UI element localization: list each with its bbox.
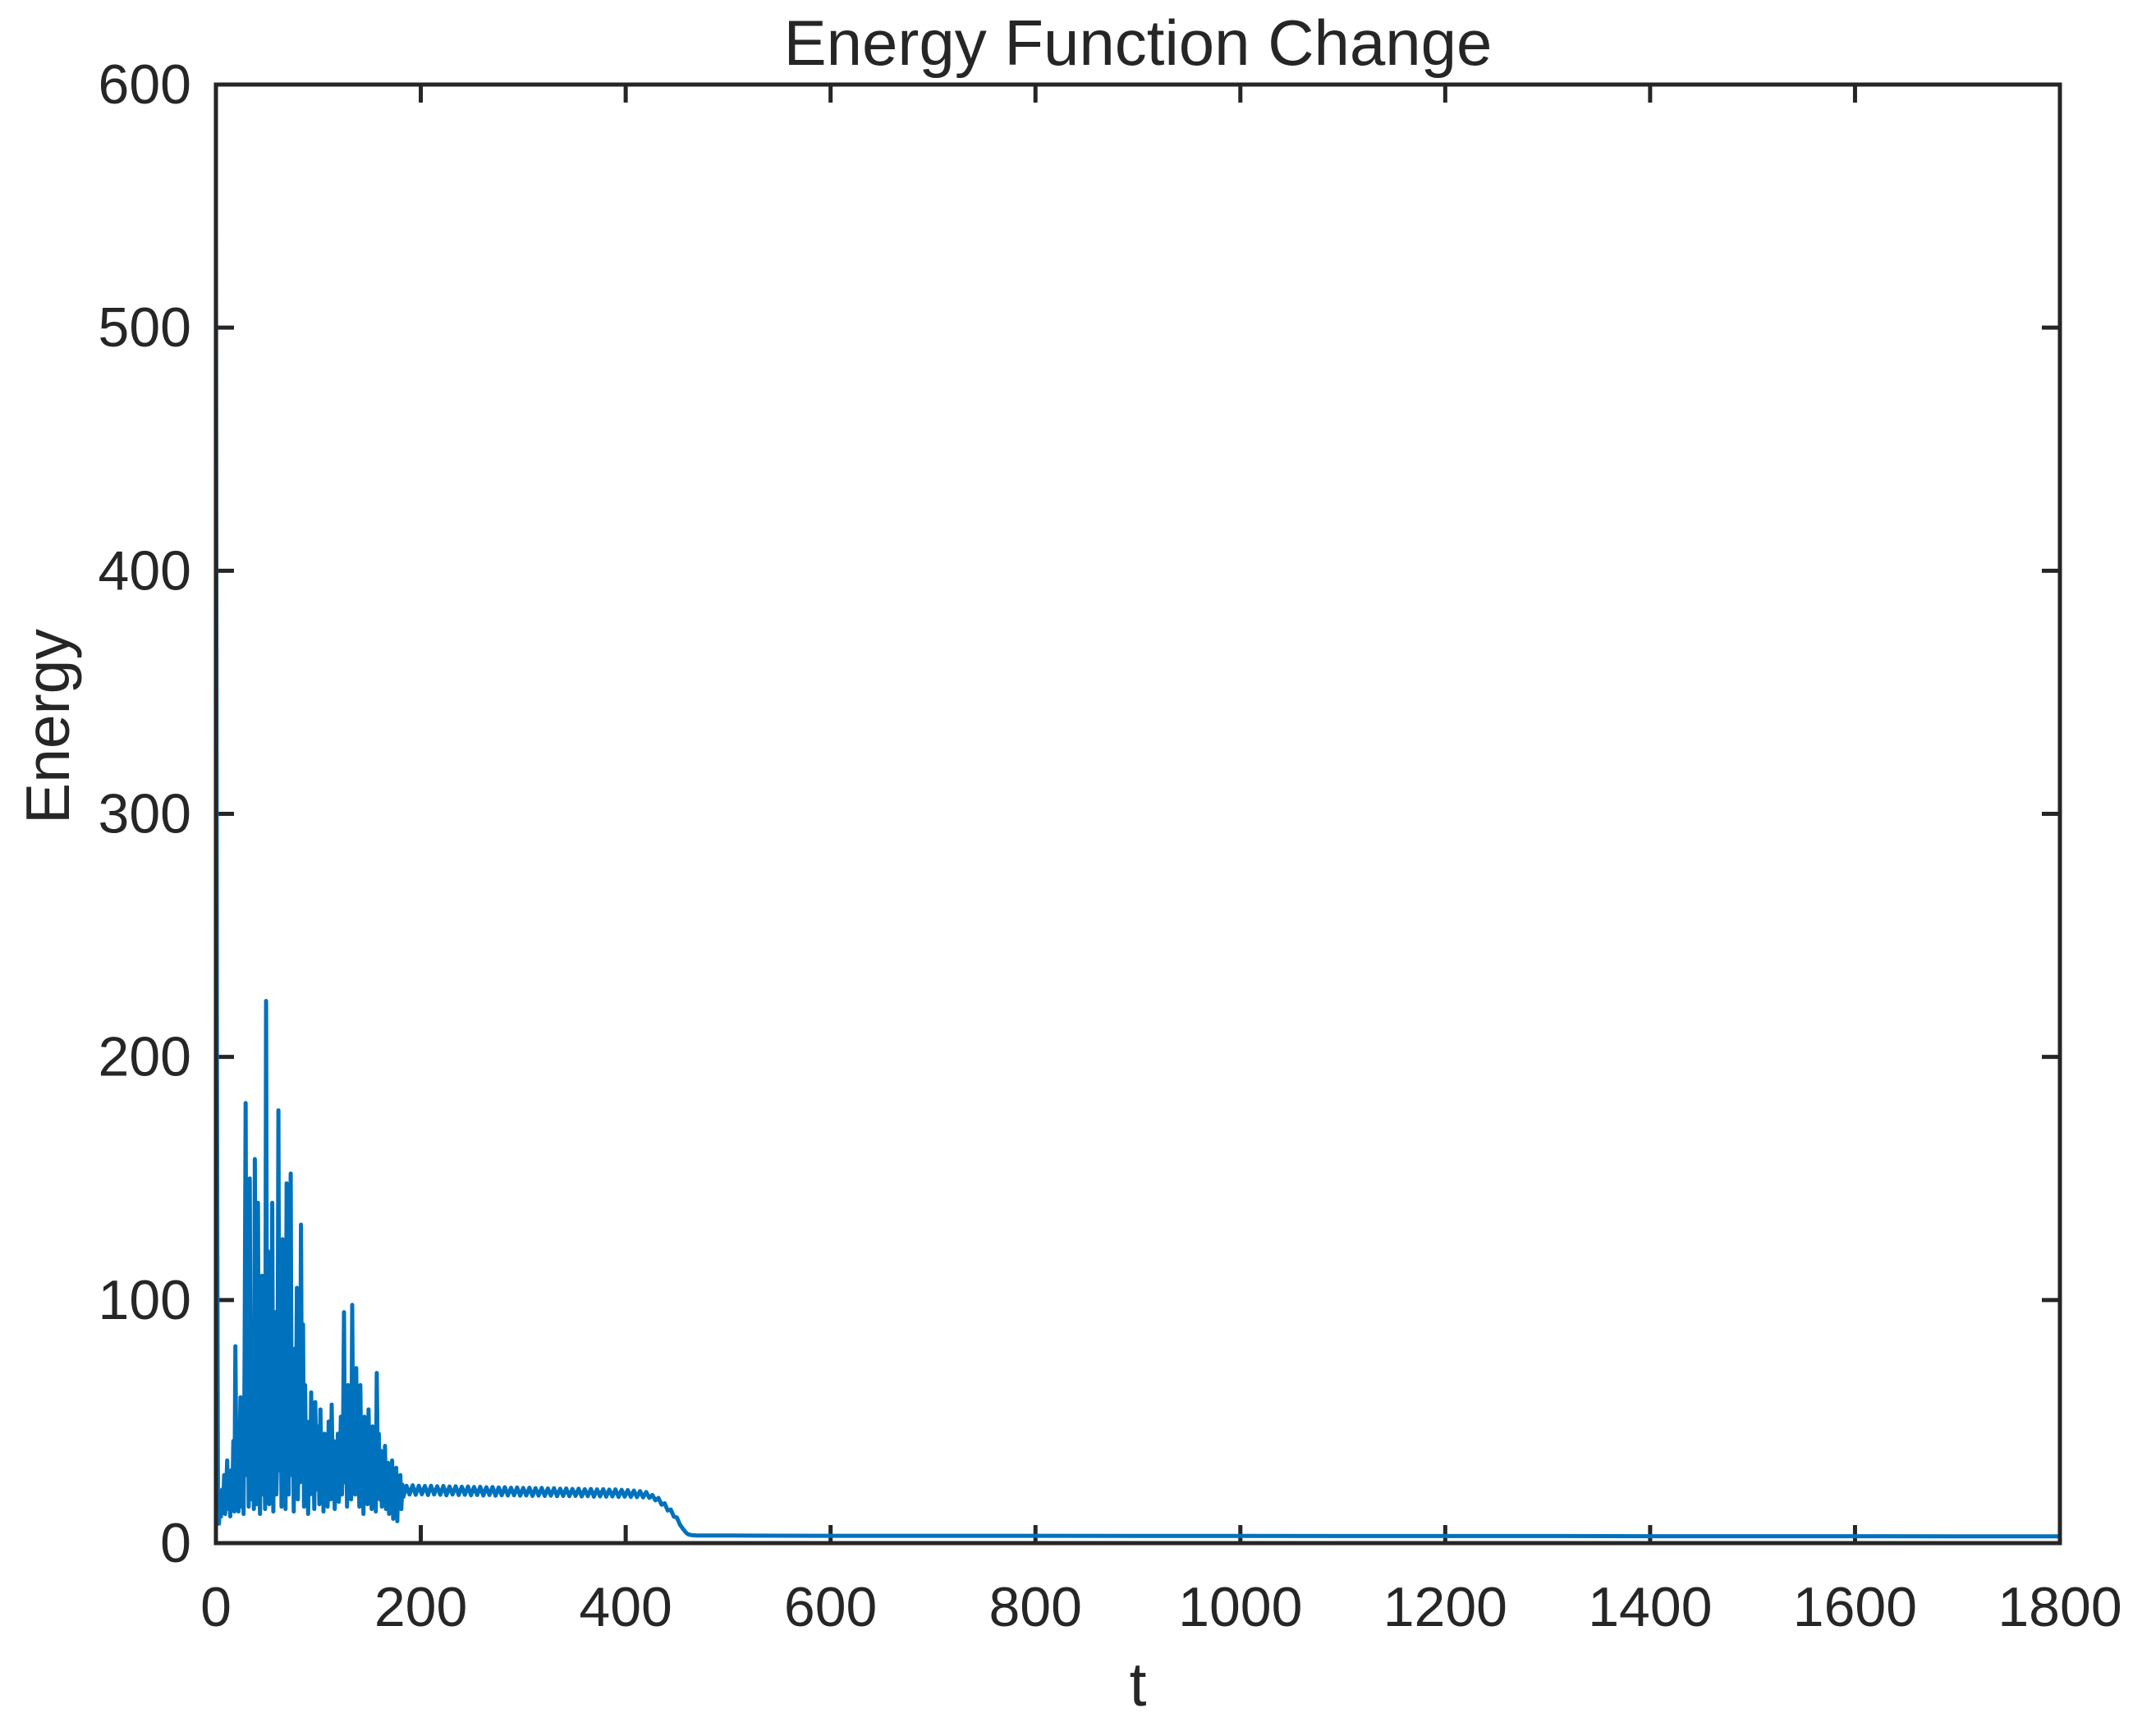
x-tick-label: 1200 xyxy=(1383,1576,1507,1638)
tick-marks xyxy=(213,82,2062,1546)
x-tick-label: 800 xyxy=(988,1576,1081,1638)
x-tick-label: 1800 xyxy=(1998,1576,2121,1638)
x-tick-label: 1600 xyxy=(1793,1576,1917,1638)
y-tick-label: 500 xyxy=(99,296,191,359)
y-tick-label: 400 xyxy=(99,539,191,602)
x-tick-labels: 0 200 400 600 800 1000 1200 1400 1600 1800 xyxy=(200,1576,2122,1638)
y-tick-labels: 0 100 200 300 400 500 600 xyxy=(99,53,191,1574)
y-tick-label: 200 xyxy=(99,1026,191,1088)
x-tick-label: 600 xyxy=(784,1576,877,1638)
energy-series-line xyxy=(213,213,2062,1539)
y-tick-label: 0 xyxy=(160,1512,191,1574)
chart-title: Energy Function Change xyxy=(784,7,1493,79)
x-tick-label: 1400 xyxy=(1588,1576,1712,1638)
x-tick-label: 200 xyxy=(374,1576,467,1638)
x-tick-label: 400 xyxy=(579,1576,672,1638)
y-tick-label: 100 xyxy=(99,1269,191,1331)
plot-border xyxy=(213,82,2062,1546)
y-tick-label: 600 xyxy=(99,53,191,116)
y-tick-label: 300 xyxy=(99,783,191,845)
y-axis-label: Energy xyxy=(13,629,82,824)
x-axis-label: t xyxy=(1130,1650,1147,1719)
x-tick-label: 0 xyxy=(200,1576,232,1638)
x-tick-label: 1000 xyxy=(1178,1576,1302,1638)
